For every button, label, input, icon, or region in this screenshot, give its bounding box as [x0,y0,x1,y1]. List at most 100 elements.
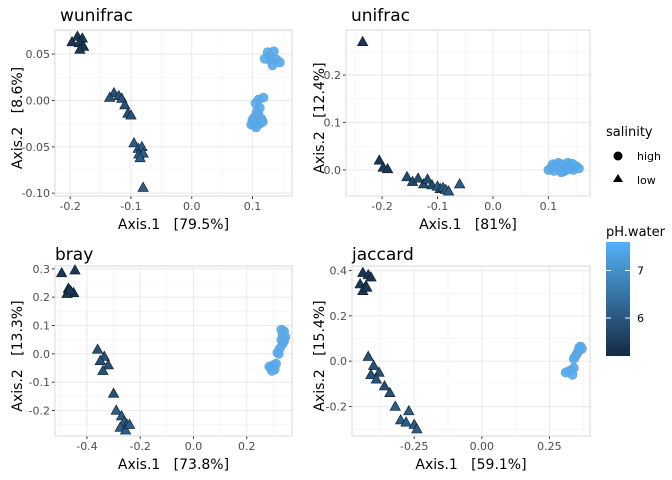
panel-jaccard: jaccard -0.25 0.00 0.25 -0.2 0.0 0.2 0.4 Axis.1 … [312,245,591,473]
point-low [401,170,413,182]
x-axis-title: Axis.1 [81%] [419,217,517,233]
x-tick-label: 0.00 [470,440,495,453]
point-low [94,354,106,366]
colorbar-tick-label: 7 [637,265,644,278]
point-high [574,163,584,174]
point-low [453,178,466,189]
point-high [247,115,258,125]
point-low [123,418,136,429]
x-tick-label: -0.4 [76,440,97,453]
y-axis-title: Axis.2 [8.6%] [10,67,26,169]
point-high [567,369,578,380]
point-high [550,162,561,172]
point-low [102,359,114,370]
y-axis-title: Axis.2 [12.4%] [312,62,328,173]
point-low [362,350,374,361]
y-tick-label: 0.00 [26,94,51,107]
point-low [400,416,412,427]
point-low [137,181,149,192]
x-tick-label: 0.25 [537,440,562,453]
point-low [412,172,424,183]
point-low [63,283,76,295]
point-low [119,99,131,110]
point-low [66,35,78,47]
panel-border [345,29,591,197]
point-low [361,281,373,292]
y-tick-label: 0.05 [26,48,51,61]
panel-border [54,29,293,197]
x-axis-title: Axis.1 [79.5%] [118,217,229,233]
point-low [373,154,385,165]
x-tick-label: -0.1 [120,200,141,213]
x-axis-title: Axis.1 [59.1%] [415,457,526,473]
y-tick-label: -0.2 [29,405,50,418]
x-tick-label: -0.2 [59,200,80,213]
y-tick-label: 0.1 [33,320,51,333]
ph-colorbar [606,242,630,356]
y-tick-label: 0.2 [330,310,348,323]
point-low [378,380,391,391]
point-high [267,60,278,71]
x-tick-label: 0.2 [238,440,256,453]
legend-label-high: high [637,150,661,163]
point-low [69,264,81,275]
salinity-legend-title: salinity [606,125,653,140]
y-tick-label: 0.0 [33,348,51,361]
point-low [365,271,377,282]
point-low [367,359,380,370]
point-low [125,109,137,120]
y-tick-label: 0.2 [33,291,51,304]
colorbar-tick-label: 6 [637,312,644,325]
legend-label-low: low [637,174,656,187]
plot-area [352,266,590,436]
panel-title: wunifrac [60,6,133,26]
point-low [365,368,377,379]
point-low [110,404,122,415]
legend: salinity high low pH.water 67 [606,125,666,356]
panel-title: jaccard [351,245,414,265]
point-low [389,400,401,411]
x-tick-label: 0.0 [484,200,502,213]
point-low [97,364,109,375]
point-low [356,35,369,46]
ph-legend-title: pH.water [606,225,666,240]
panel-border [54,265,293,437]
point-low [442,185,455,196]
panels: wunifrac -0.2 -0.1 0.0 0.1 -0.10 -0.05 0.00 0.05… [10,6,591,473]
y-tick-label: -0.2 [326,401,347,414]
panel-wunifrac: wunifrac -0.2 -0.1 0.0 0.1 -0.10 -0.05 0.00 0.05… [10,6,293,233]
point-low [384,386,396,398]
legend-item-high: high [613,150,661,163]
point-low [74,43,86,54]
point-high [568,354,579,364]
point-low [114,421,126,432]
point-low [134,151,146,163]
x-axis-title: Axis.1 [73.8%] [118,457,229,473]
x-tick-label: 0.0 [185,440,203,453]
y-tick-label: 0.1 [324,116,342,129]
colorbar-ticks: 67 [606,265,644,325]
y-tick-label: 0.2 [324,69,342,82]
x-tick-label: -0.1 [427,200,448,213]
point-low [107,387,120,398]
point-high [259,53,270,64]
point-low [103,91,116,102]
x-tick-label: 0.1 [540,200,558,213]
point-low [421,173,434,184]
point-low [403,404,415,416]
panel-border [351,265,591,437]
point-low [128,137,140,148]
panel-unifrac: unifrac -0.2 -0.1 0.0 0.1 0.0 0.1 0.2 Axis.1 [81… [312,6,591,233]
legend-item-low: low [613,174,656,187]
y-tick-label: 0.0 [330,355,348,368]
y-axis-title: Axis.2 [13.3%] [10,300,26,411]
point-high [273,348,284,359]
panel-bray: bray -0.4 -0.2 0.0 0.2 -0.2 -0.1 0.0 0.1 0.2 0.3 Ax… [10,245,293,473]
y-tick-label: 0.4 [330,265,348,278]
y-tick-label: -0.1 [29,376,50,389]
panel-title: bray [55,245,93,265]
x-tick-label: 0.1 [244,200,262,213]
y-tick-label: 0.0 [324,164,342,177]
point-low [411,423,423,434]
